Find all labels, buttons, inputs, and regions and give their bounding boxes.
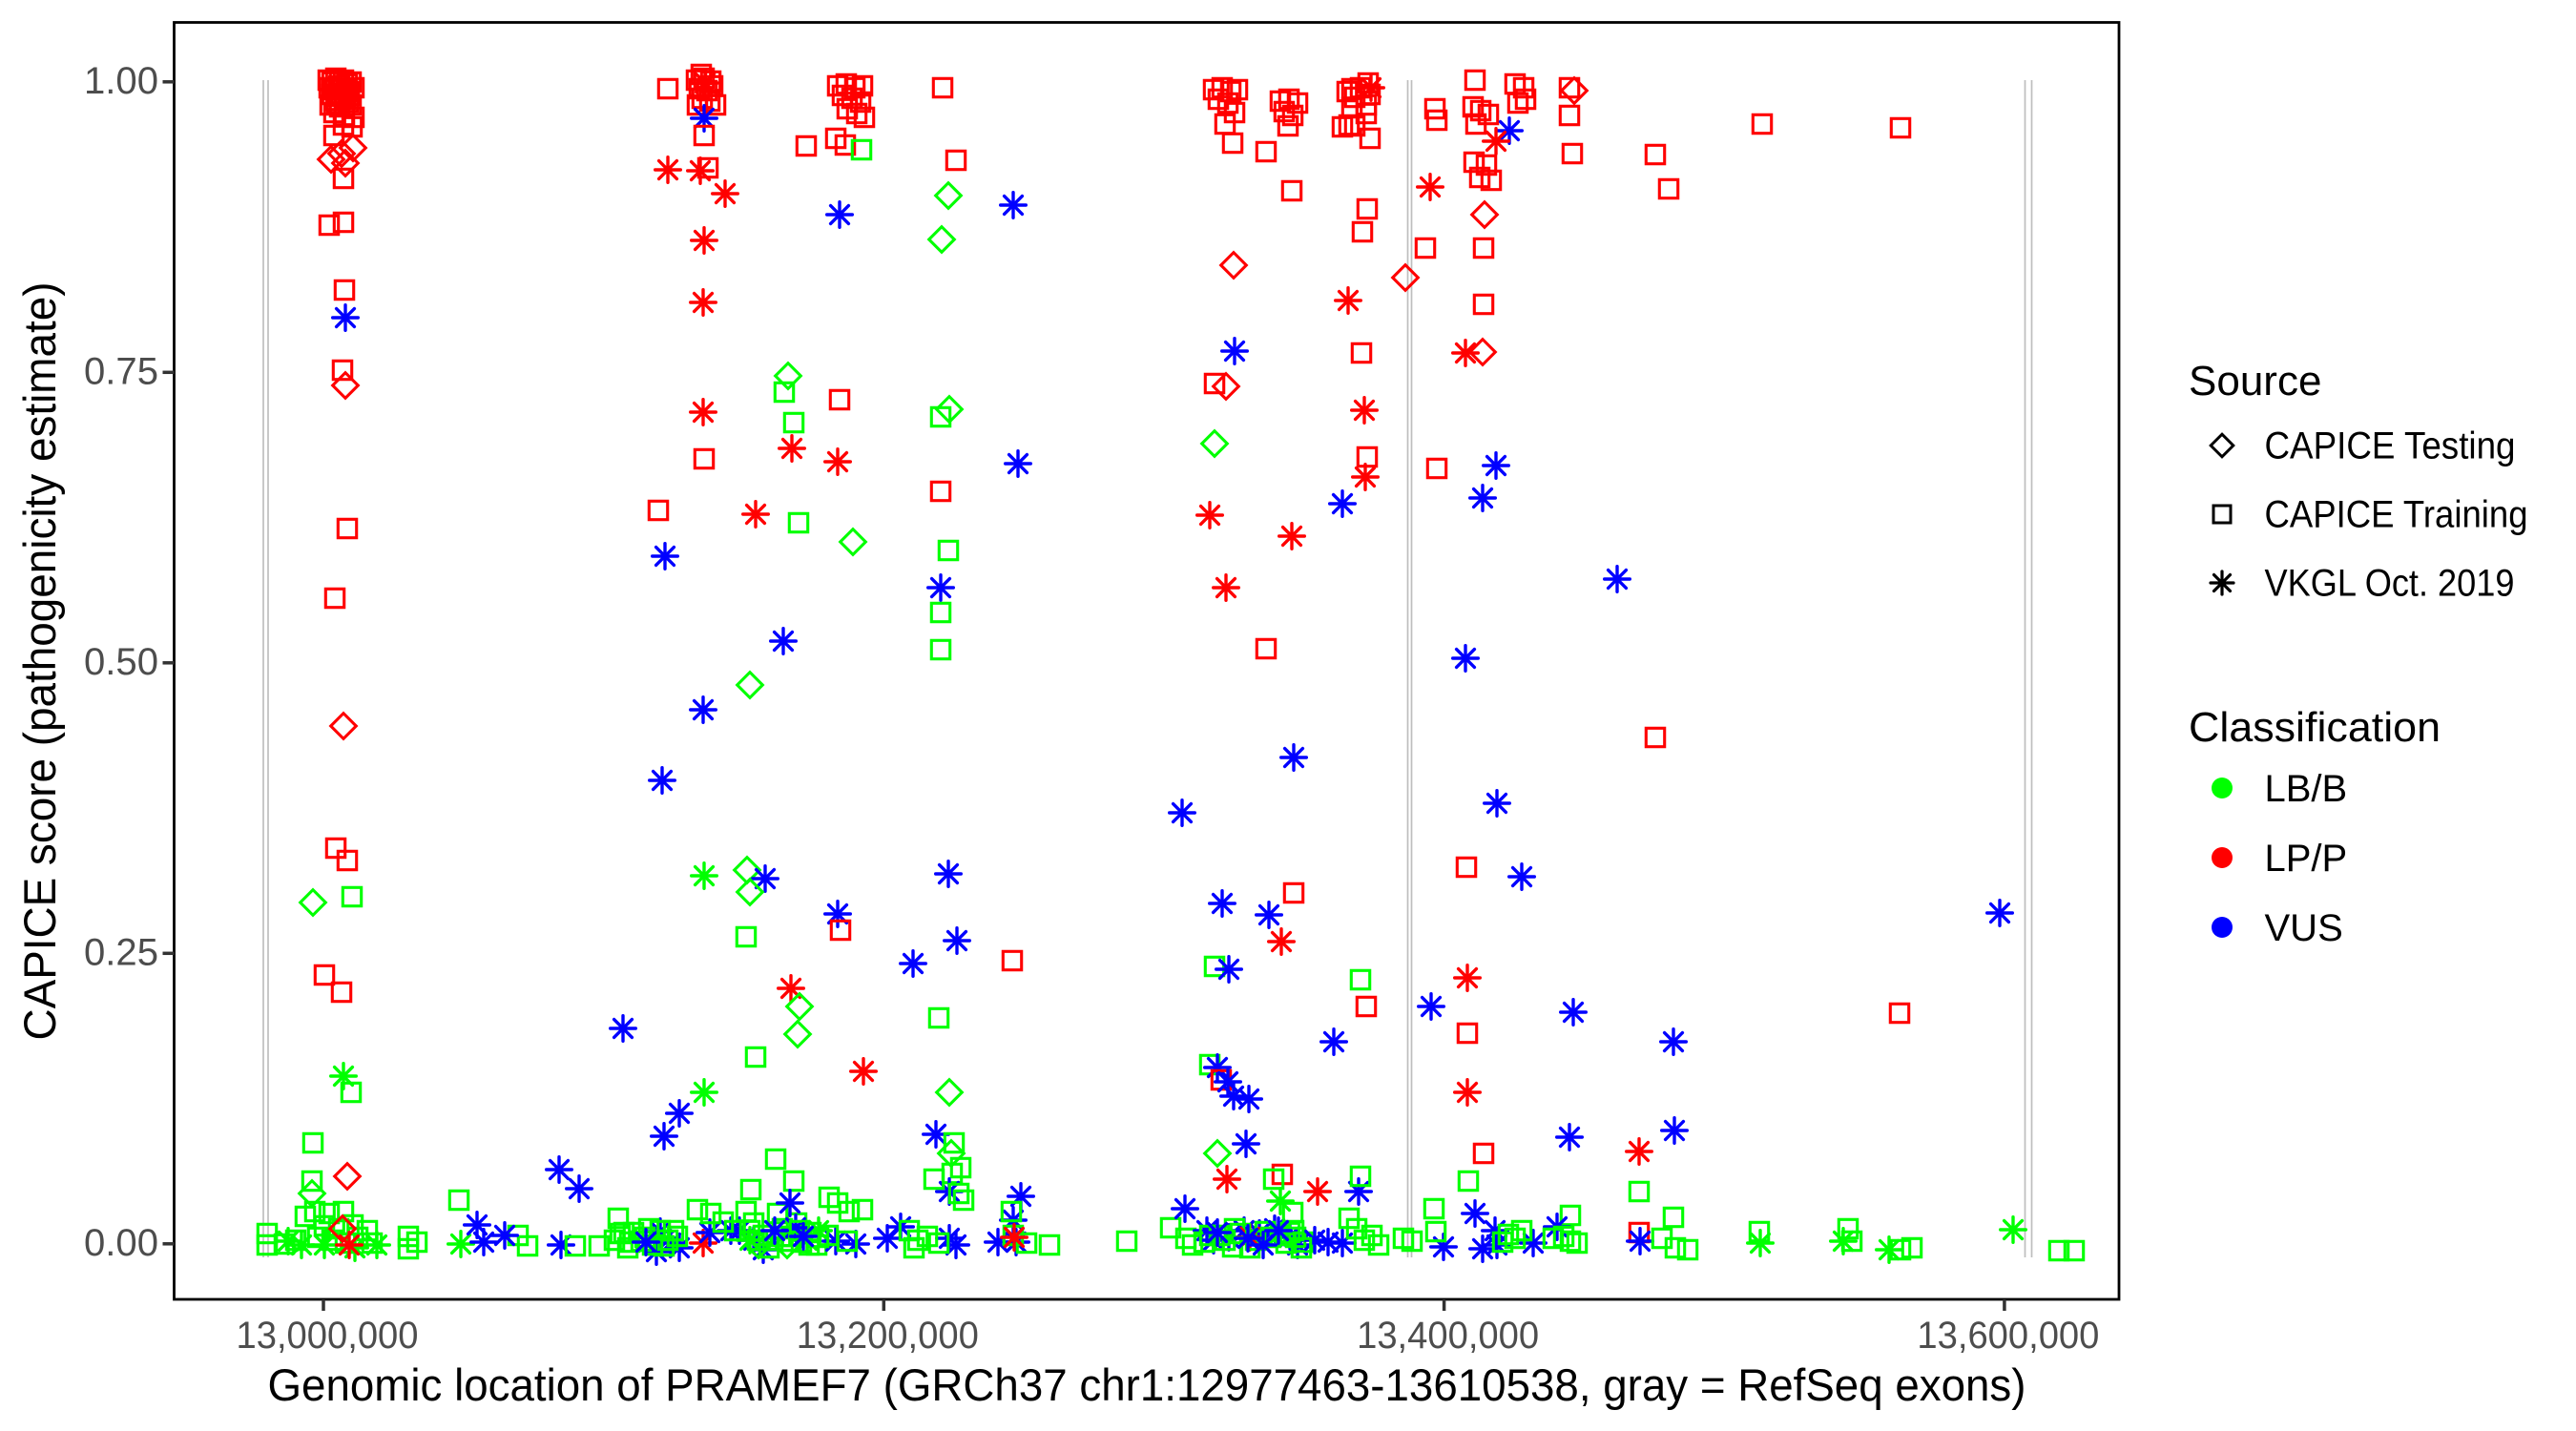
svg-text:13,400,000: 13,400,000 — [1357, 1315, 1539, 1357]
svg-text:0.25: 0.25 — [84, 931, 158, 973]
svg-text:CAPICE Testing: CAPICE Testing — [2265, 425, 2516, 467]
svg-text:0.00: 0.00 — [84, 1222, 158, 1264]
svg-text:13,200,000: 13,200,000 — [797, 1315, 979, 1357]
svg-text:Genomic location of PRAMEF7 (G: Genomic location of PRAMEF7 (GRCh37 chr1… — [268, 1359, 2026, 1410]
svg-text:0.75: 0.75 — [84, 350, 158, 392]
svg-text:LB/B: LB/B — [2265, 768, 2348, 810]
svg-text:13,600,000: 13,600,000 — [1917, 1315, 2099, 1357]
svg-text:0.50: 0.50 — [84, 641, 158, 683]
svg-text:1.00: 1.00 — [84, 60, 158, 102]
svg-text:CAPICE Training: CAPICE Training — [2265, 494, 2528, 536]
svg-text:CAPICE score (pathogenicity es: CAPICE score (pathogenicity estimate) — [14, 282, 65, 1041]
svg-text:13,000,000: 13,000,000 — [237, 1315, 419, 1357]
svg-text:VKGL Oct. 2019: VKGL Oct. 2019 — [2265, 563, 2515, 605]
svg-text:Classification: Classification — [2189, 704, 2441, 751]
svg-text:LP/P: LP/P — [2265, 838, 2348, 880]
svg-text:Source: Source — [2189, 358, 2321, 404]
svg-text:VUS: VUS — [2265, 907, 2343, 949]
